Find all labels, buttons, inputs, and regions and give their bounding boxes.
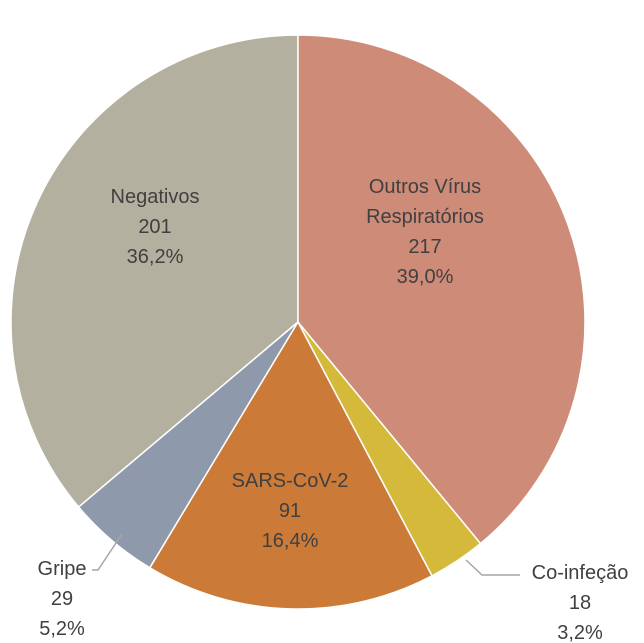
data-label: Co-infeção 18 3,2% [532,558,629,643]
label-text: 201 [138,216,172,238]
label-text: SARS-CoV-2 [231,470,349,492]
label-text: 39,0% [396,266,454,288]
label-text: 217 [408,236,442,258]
label-text: 18 [568,592,592,614]
leader-line [92,533,123,571]
label-text: Gripe [37,558,87,580]
label-text: Outros Vírus Respiratórios [366,176,484,228]
leader-line [465,559,520,576]
data-label: Outros Vírus Respiratórios 217 39,0% [350,172,500,292]
slice [10,34,299,509]
label-text: 29 [50,588,74,610]
label-text: 91 [278,500,302,522]
slice [148,320,434,610]
label-text: 36,2% [126,246,184,268]
label-text: 3,2% [557,622,603,643]
data-label: SARS-CoV-2 91 16,4% [232,466,349,556]
label-text: 16,4% [261,530,319,552]
data-label: Negativos 201 36,2% [111,182,200,272]
label-text: Negativos [110,186,200,208]
slice [297,34,586,545]
data-label: Gripe 29 5,2% [38,554,87,643]
label-text: Co-infeção [531,562,629,584]
label-text: 5,2% [39,618,85,640]
